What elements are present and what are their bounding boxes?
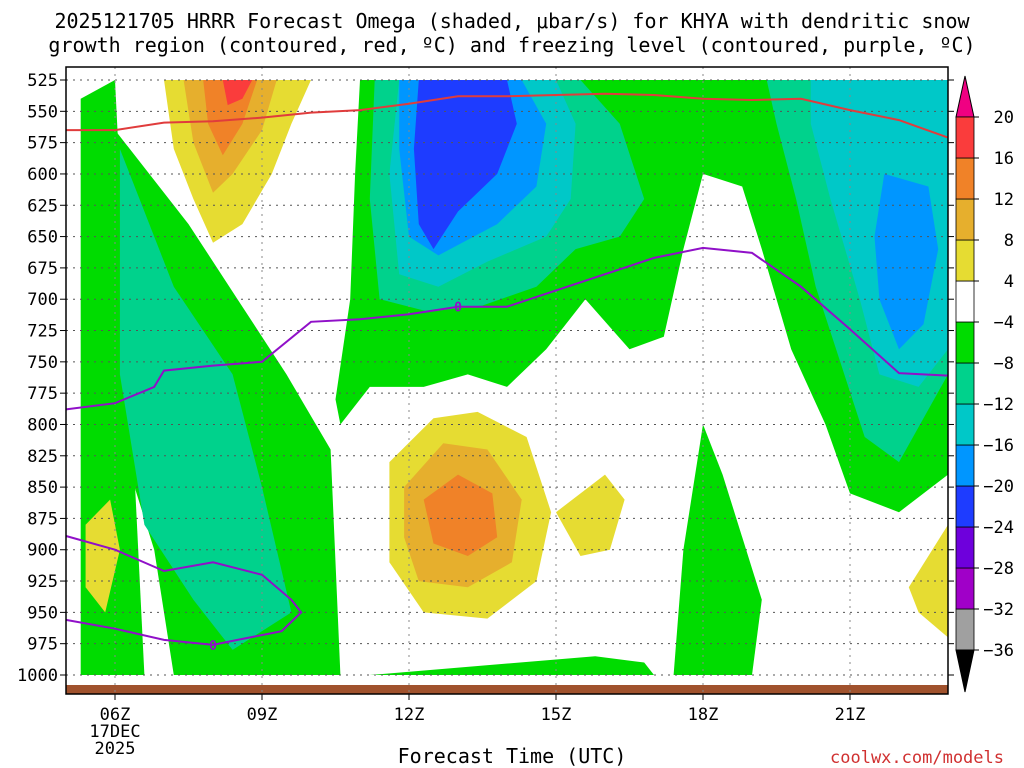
chart-title-line-2: growth region (contoured, red, ºC) and f… <box>48 33 976 57</box>
y-tick-label: 725 <box>27 322 58 342</box>
colorbar-segment <box>955 280 975 323</box>
x-tick-label: 06Z <box>99 705 131 725</box>
colorbar-tick-label: −28 <box>983 559 1014 579</box>
colorbar-top-arrow <box>955 75 975 118</box>
colorbar-tick-label: −36 <box>983 641 1014 661</box>
freezing-level-contour <box>65 535 303 646</box>
y-tick-label: 600 <box>27 165 58 185</box>
omega-shade-region <box>85 499 120 613</box>
colorbar-segment <box>955 157 975 200</box>
y-tick-label: 975 <box>27 635 58 655</box>
snow-growth-contour <box>66 92 949 139</box>
colorbar-tick-label: 20 <box>994 108 1014 128</box>
chart-title-line-1: 2025121705 HRRR Forecast Omega (shaded, … <box>54 9 970 33</box>
colorbar-tick-label: 12 <box>994 190 1014 210</box>
y-tick-label: 650 <box>27 228 58 248</box>
freezing-level-contour <box>65 246 949 411</box>
plot-area: 0 0 525 550 575 600 625 650 675 700 725 750 775 800 82… <box>17 66 954 700</box>
omega-shade-region <box>423 474 498 556</box>
y-tick-label: 775 <box>27 384 58 404</box>
colorbar-tick-label: −32 <box>983 600 1014 620</box>
colorbar-segment <box>955 239 975 282</box>
date-label-year: 2025 <box>94 739 136 759</box>
plot-frame <box>65 66 949 695</box>
y-tick-label: 675 <box>27 259 58 279</box>
y-tick-label: 825 <box>27 447 58 467</box>
contour-label: 0 <box>209 639 217 654</box>
y-tick-label: 875 <box>27 509 58 529</box>
omega-shade-region <box>203 80 258 156</box>
y-tick-label: 950 <box>27 603 58 623</box>
colorbar-tick-label: 16 <box>994 149 1014 169</box>
colorbar-segment <box>955 198 975 241</box>
credit-link[interactable]: coolwx.com/models <box>830 748 1004 768</box>
colorbar-tick-label: −8 <box>994 354 1014 374</box>
y-tick-label: 750 <box>27 353 58 373</box>
colorbar-segment <box>955 116 975 159</box>
omega-shade-region <box>119 148 292 650</box>
y-tick-label: 625 <box>27 196 58 216</box>
omega-shade-region <box>556 474 625 556</box>
y-tick-label: 850 <box>27 478 58 498</box>
colorbar: 20 16 12 8 4 −4 −8 −12 −16 −20 −24 −28 −32 −36 <box>955 75 1014 693</box>
colorbar-tick-label: −4 <box>994 313 1014 333</box>
colorbar-segment <box>955 485 975 528</box>
y-tick-label: 525 <box>27 71 58 91</box>
colorbar-tick-label: −16 <box>983 436 1014 456</box>
x-tick-label: 21Z <box>834 705 866 725</box>
omega-shade-region <box>222 80 253 106</box>
colorbar-tick-label: 8 <box>1004 231 1014 251</box>
colorbar-segment <box>955 362 975 405</box>
y-tick-label: 575 <box>27 134 58 154</box>
colorbar-tick-label: −24 <box>983 518 1014 538</box>
colorbar-segment <box>955 321 975 364</box>
y-tick-label: 900 <box>27 541 58 561</box>
colorbar-tick-label: −12 <box>983 395 1014 415</box>
omega-shade-region <box>874 173 939 350</box>
omega-shade-region <box>369 656 654 675</box>
y-tick-label: 800 <box>27 415 58 435</box>
colorbar-segment <box>955 403 975 446</box>
colorbar-segment <box>955 608 975 651</box>
y-tick-label: 1000 <box>17 666 58 686</box>
ground-strip <box>66 685 948 694</box>
colorbar-segment <box>955 526 975 569</box>
contour-label: 0 <box>454 301 462 316</box>
date-label-day: 17DEC <box>89 722 141 742</box>
omega-shade-region <box>413 80 517 250</box>
x-axis-label: Forecast Time (UTC) <box>397 744 627 768</box>
colorbar-segment <box>955 444 975 487</box>
colorbar-bottom-arrow <box>955 649 975 693</box>
colorbar-tick-label: −20 <box>983 477 1014 497</box>
y-tick-label: 550 <box>27 102 58 122</box>
y-tick-label: 700 <box>27 290 58 310</box>
colorbar-tick-label: 4 <box>1004 272 1014 292</box>
colorbar-segment <box>955 567 975 610</box>
x-tick-label: 12Z <box>393 705 425 725</box>
y-tick-label: 925 <box>27 572 58 592</box>
x-tick-label: 09Z <box>246 705 278 725</box>
x-tick-label: 15Z <box>540 705 572 725</box>
x-tick-label: 18Z <box>687 705 719 725</box>
